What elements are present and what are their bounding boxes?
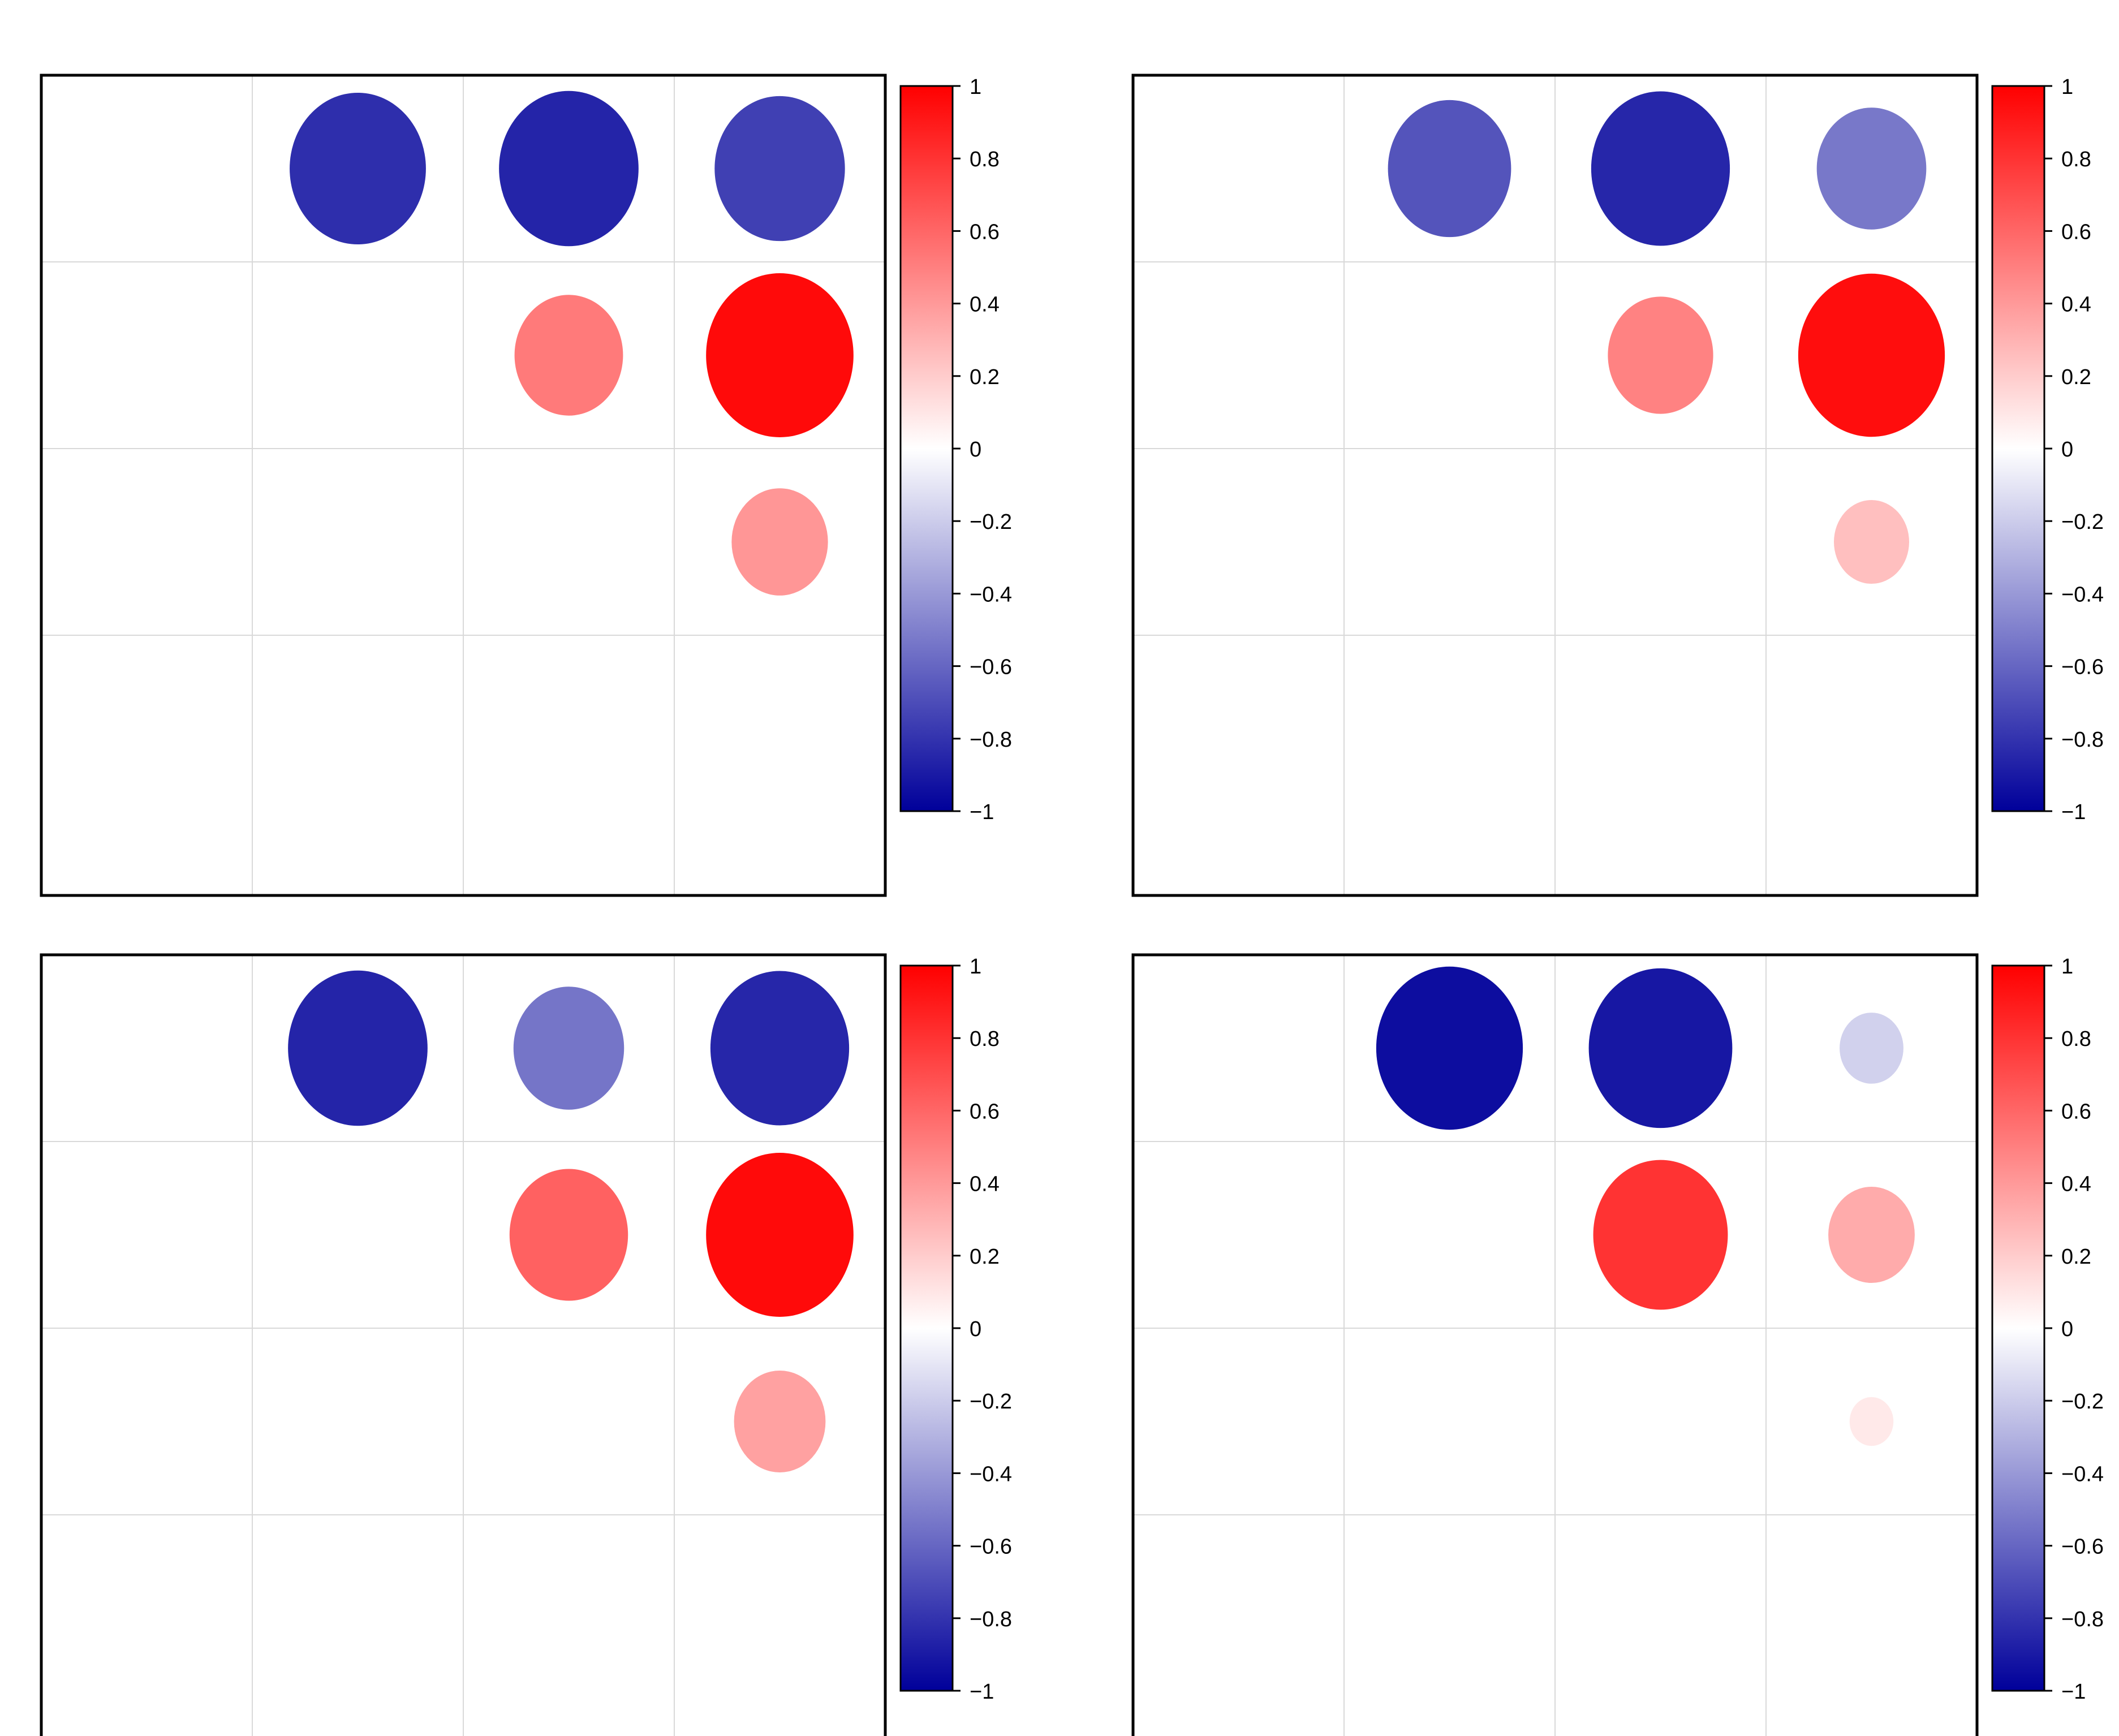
colorbar-tick-label: 1 bbox=[2061, 75, 2073, 99]
colorbar-tick-label: 0 bbox=[2061, 1317, 2073, 1341]
colorbar-tick-label: −0.2 bbox=[2061, 1390, 2104, 1414]
colorbar-tick-label: 0.4 bbox=[2061, 293, 2091, 317]
ellipse-hardness-ssc bbox=[1849, 1397, 1894, 1446]
ellipse-good-fruit-rate-hardness bbox=[514, 295, 623, 416]
colorbar-tick-label: 0.8 bbox=[2061, 148, 2091, 171]
ellipse-good-fruit-rate-ssc bbox=[706, 1152, 854, 1317]
colorbar-tick-label: −1 bbox=[2061, 800, 2086, 824]
ellipse-good-fruit-rate-hardness bbox=[1608, 296, 1713, 414]
colorbar-tick-label: 0.8 bbox=[2061, 1027, 2091, 1051]
colorbar-tick-label: −0.2 bbox=[2061, 510, 2104, 534]
colorbar-tick-label: 0.6 bbox=[970, 220, 1000, 244]
colorbar-tick-label: 1 bbox=[970, 75, 981, 99]
ellipse-weight-loss-rate-good-fruit-rate bbox=[1376, 966, 1523, 1130]
ellipse-weight-loss-rate-good-fruit-rate bbox=[288, 970, 428, 1126]
colorbar-tick-label: −0.8 bbox=[970, 1608, 1012, 1631]
colorbar-tick-label: 0.4 bbox=[970, 1173, 1000, 1196]
plot-frame bbox=[1131, 74, 1979, 897]
colorbar-tick-label: 0.8 bbox=[970, 148, 1000, 171]
plot-frame bbox=[1131, 953, 1979, 1736]
ellipse-weight-loss-rate-ssc bbox=[1816, 107, 1927, 230]
colorbar-tick-label: 0 bbox=[970, 438, 981, 462]
colorbar-tick-label: 1 bbox=[2061, 955, 2073, 979]
colorbar-tick-label: 0.4 bbox=[970, 293, 1000, 317]
colorbar-tick-label: −0.8 bbox=[970, 728, 1012, 752]
panel-b: 1 0.8 0.6 0.4 0.2 0 −0.2 −0.4 −0.6 −0.8 −1 bbox=[1131, 74, 2104, 897]
ellipse-good-fruit-rate-ssc bbox=[1798, 273, 1945, 437]
colorbar-tick-label: −1 bbox=[2061, 1680, 2086, 1704]
colorbar-tick-label: −0.6 bbox=[2061, 656, 2104, 679]
colorbar-tick-label: −0.4 bbox=[970, 583, 1012, 606]
colorbar-tick-label: −0.6 bbox=[970, 656, 1012, 679]
colorbar bbox=[899, 964, 954, 1692]
colorbar-tick-label: 0.2 bbox=[970, 1245, 1000, 1269]
colorbar-tick-label: −0.6 bbox=[970, 1535, 1012, 1559]
colorbar-tick-label: −0.6 bbox=[2061, 1535, 2104, 1559]
plot-frame bbox=[40, 74, 887, 897]
colorbar-tick-label: −0.4 bbox=[2061, 1462, 2104, 1486]
colorbar bbox=[1991, 964, 2045, 1692]
colorbar-tick-label: 0.6 bbox=[2061, 1100, 2091, 1123]
colorbar-tick-label: −0.2 bbox=[970, 510, 1012, 534]
colorbar-tick-label: −0.8 bbox=[2061, 1608, 2104, 1631]
ellipse-weight-loss-rate-ssc bbox=[1840, 1013, 1903, 1084]
colorbar-tick-label: −0.2 bbox=[970, 1390, 1012, 1414]
colorbar-tick-label: −1 bbox=[970, 800, 994, 824]
colorbar-tick-label: 0.8 bbox=[970, 1027, 1000, 1051]
colorbar-tick-label: 0.2 bbox=[2061, 1245, 2091, 1269]
ellipse-weight-loss-rate-hardness bbox=[513, 987, 624, 1110]
colorbar-tick-label: −0.4 bbox=[970, 1462, 1012, 1486]
ellipse-good-fruit-rate-ssc bbox=[1828, 1186, 1915, 1283]
ellipse-good-fruit-rate-ssc bbox=[706, 273, 854, 438]
colorbar-tick-label: 0 bbox=[970, 1317, 981, 1341]
colorbar-tick-label: 0.2 bbox=[970, 365, 1000, 389]
colorbar-tick-label: 0.2 bbox=[2061, 365, 2091, 389]
ellipse-weight-loss-rate-good-fruit-rate bbox=[1388, 100, 1511, 238]
ellipse-weight-loss-rate-hardness bbox=[1588, 968, 1733, 1128]
colorbar bbox=[899, 85, 954, 812]
ellipse-weight-loss-rate-ssc bbox=[710, 971, 850, 1126]
panel-a: 1 0.8 0.6 0.4 0.2 0 −0.2 −0.4 −0.6 −0.8 −1 bbox=[40, 74, 1012, 897]
colorbar-tick-label: 1 bbox=[970, 955, 981, 979]
ellipse-weight-loss-rate-ssc bbox=[714, 96, 845, 242]
ellipse-good-fruit-rate-hardness bbox=[1593, 1160, 1728, 1310]
ellipse-hardness-ssc bbox=[1834, 500, 1909, 584]
ellipse-hardness-ssc bbox=[734, 1370, 826, 1473]
colorbar-tick-label: −1 bbox=[970, 1680, 994, 1704]
colorbar-tick-label: −0.8 bbox=[2061, 728, 2104, 752]
ellipse-weight-loss-rate-hardness bbox=[499, 91, 639, 247]
plot-frame bbox=[40, 953, 887, 1736]
ellipse-weight-loss-rate-good-fruit-rate bbox=[290, 92, 426, 245]
ellipse-weight-loss-rate-hardness bbox=[1591, 91, 1730, 246]
colorbar-tick-label: 0.4 bbox=[2061, 1173, 2091, 1196]
ellipse-good-fruit-rate-hardness bbox=[509, 1169, 628, 1301]
panel-c: 1 0.8 0.6 0.4 0.2 0 −0.2 −0.4 −0.6 −0.8 −1 bbox=[40, 953, 1012, 1736]
colorbar bbox=[1991, 85, 2045, 812]
colorbar-tick-label: 0 bbox=[2061, 438, 2073, 462]
colorbar-tick-label: −0.4 bbox=[2061, 583, 2104, 606]
ellipse-hardness-ssc bbox=[731, 488, 828, 596]
colorbar-tick-label: 0.6 bbox=[2061, 220, 2091, 244]
panel-d: 1 0.8 0.6 0.4 0.2 0 −0.2 −0.4 −0.6 −0.8 −1 bbox=[1131, 953, 2104, 1736]
colorbar-tick-label: 0.6 bbox=[970, 1100, 1000, 1123]
